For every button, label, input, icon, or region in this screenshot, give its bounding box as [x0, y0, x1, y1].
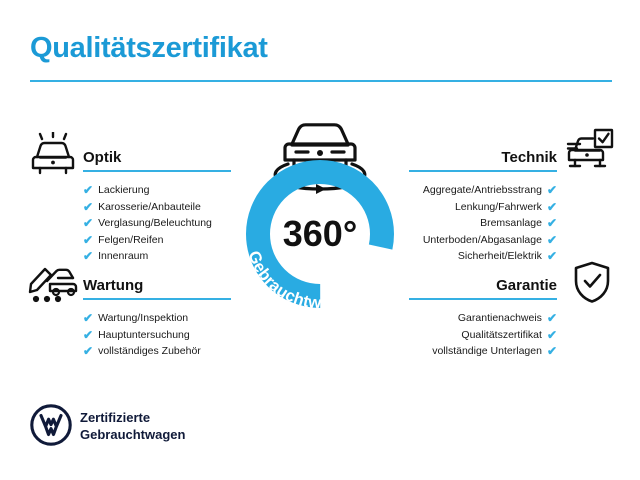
check-icon: ✔: [83, 344, 94, 359]
list-item-label: Bremsanlage: [480, 217, 542, 229]
list-item: ✔ Lackierung: [83, 182, 231, 199]
list-item-label: Garantienachweis: [457, 312, 542, 324]
list-item-label: Karosserie/Anbauteile: [98, 200, 201, 213]
list-item-label: Felgen/Reifen: [98, 233, 164, 246]
check-icon: ✔: [546, 311, 557, 326]
list-item-label: Aggregate/Antriebsstrang: [422, 184, 542, 196]
list-item: ✔ vollständige Unterlagen: [409, 343, 557, 360]
list-item: ✔ Lenkung/Fahrwerk: [409, 199, 557, 216]
car-lift-check-icon: [566, 128, 614, 179]
section-divider-wartung: [83, 298, 231, 300]
blue-ring: [246, 160, 394, 308]
section-title-garantie: Garantie: [496, 277, 557, 294]
list-item-label: Hauptuntersuchung: [98, 328, 190, 341]
section-title-wartung: Wartung: [83, 277, 144, 294]
section-header-technik: Technik: [409, 140, 557, 172]
badge-degrees-label: 360°: [283, 213, 357, 254]
section-divider-optik: [83, 170, 231, 172]
header-divider: [30, 80, 612, 82]
checklist-technik: ✔ Aggregate/Antriebsstrang ✔ Lenkung/Fahrw…: [409, 182, 557, 265]
list-item: ✔ Verglasung/Beleuchtung: [83, 215, 231, 232]
check-icon: ✔: [546, 344, 557, 359]
list-item: ✔ Qualitätszertifikat: [409, 327, 557, 344]
list-item-label: vollständige Unterlagen: [432, 345, 542, 357]
check-icon: ✔: [83, 199, 94, 214]
check-icon: ✔: [546, 216, 557, 231]
section-divider-garantie: [409, 298, 557, 300]
check-icon: ✔: [546, 232, 557, 247]
car-shine-icon: [28, 131, 78, 183]
check-icon: ✔: [546, 327, 557, 342]
360-check-badge: Gebrauchtwagen-Check 360°: [224, 112, 416, 312]
section-technik: Technik ✔ Aggregate/Antriebsstrang ✔ Lenku…: [409, 140, 557, 265]
section-header-optik: Optik: [83, 140, 231, 172]
list-item: ✔ Unterboden/Abgasanlage: [409, 232, 557, 249]
section-garantie: Garantie ✔ Garantienachweis ✔ Qualitätszer…: [409, 268, 557, 360]
list-item-label: Sicherheit/Elektrik: [457, 250, 542, 262]
section-optik: Optik ✔ Lackierung ✔ Karosserie/Anbauteile…: [83, 140, 231, 265]
check-icon: ✔: [83, 311, 94, 326]
list-item: ✔ Karosserie/Anbauteile: [83, 199, 231, 216]
service-book-car-icon: [28, 262, 78, 309]
section-header-garantie: Garantie: [409, 268, 557, 300]
shield-check-icon: [572, 260, 612, 309]
list-item-label: vollständiges Zubehör: [98, 345, 201, 357]
check-icon: ✔: [546, 249, 557, 264]
section-title-technik: Technik: [501, 149, 557, 166]
list-item: ✔ Sicherheit/Elektrik: [409, 248, 557, 265]
check-icon: ✔: [83, 183, 94, 198]
page-title: Qualitätszertifikat: [30, 32, 268, 64]
list-item-label: Lenkung/Fahrwerk: [454, 200, 542, 213]
checklist-garantie: ✔ Garantienachweis ✔ Qualitätszertifikat ✔…: [409, 310, 557, 360]
check-icon: ✔: [83, 216, 94, 231]
list-item: ✔ Wartung/Inspektion: [83, 310, 231, 327]
section-wartung: Wartung ✔ Wartung/Inspektion ✔ Hauptunters…: [83, 268, 231, 360]
list-item-label: Innenraum: [98, 250, 149, 262]
list-item-label: Verglasung/Beleuchtung: [98, 217, 212, 229]
list-item-label: Unterboden/Abgasanlage: [422, 233, 542, 246]
checklist-wartung: ✔ Wartung/Inspektion ✔ Hauptuntersuchung ✔…: [83, 310, 231, 360]
section-header-wartung: Wartung: [83, 268, 231, 300]
check-icon: ✔: [83, 249, 94, 264]
list-item: ✔ Aggregate/Antriebsstrang: [409, 182, 557, 199]
list-item: ✔ Garantienachweis: [409, 310, 557, 327]
checklist-optik: ✔ Lackierung ✔ Karosserie/Anbauteile ✔ Verg…: [83, 182, 231, 265]
list-item-label: Lackierung: [98, 184, 150, 196]
list-item: ✔ Felgen/Reifen: [83, 232, 231, 249]
check-icon: ✔: [546, 183, 557, 198]
vw-logo: [30, 404, 72, 451]
list-item-label: Qualitätszertifikat: [461, 328, 542, 341]
list-item-label: Wartung/Inspektion: [98, 312, 189, 324]
list-item: ✔ Innenraum: [83, 248, 231, 265]
list-item: ✔ Bremsanlage: [409, 215, 557, 232]
list-item: ✔ vollständiges Zubehör: [83, 343, 231, 360]
list-item: ✔ Hauptuntersuchung: [83, 327, 231, 344]
check-icon: ✔: [83, 327, 94, 342]
check-icon: ✔: [83, 232, 94, 247]
footer-lockup-text: Zertifizierte Gebrauchtwagen: [80, 409, 185, 443]
check-icon: ✔: [546, 199, 557, 214]
section-title-optik: Optik: [83, 149, 122, 166]
footer-line-1: Zertifizierte: [80, 410, 151, 425]
section-divider-technik: [409, 170, 557, 172]
footer-line-2: Gebrauchtwagen: [80, 427, 186, 442]
